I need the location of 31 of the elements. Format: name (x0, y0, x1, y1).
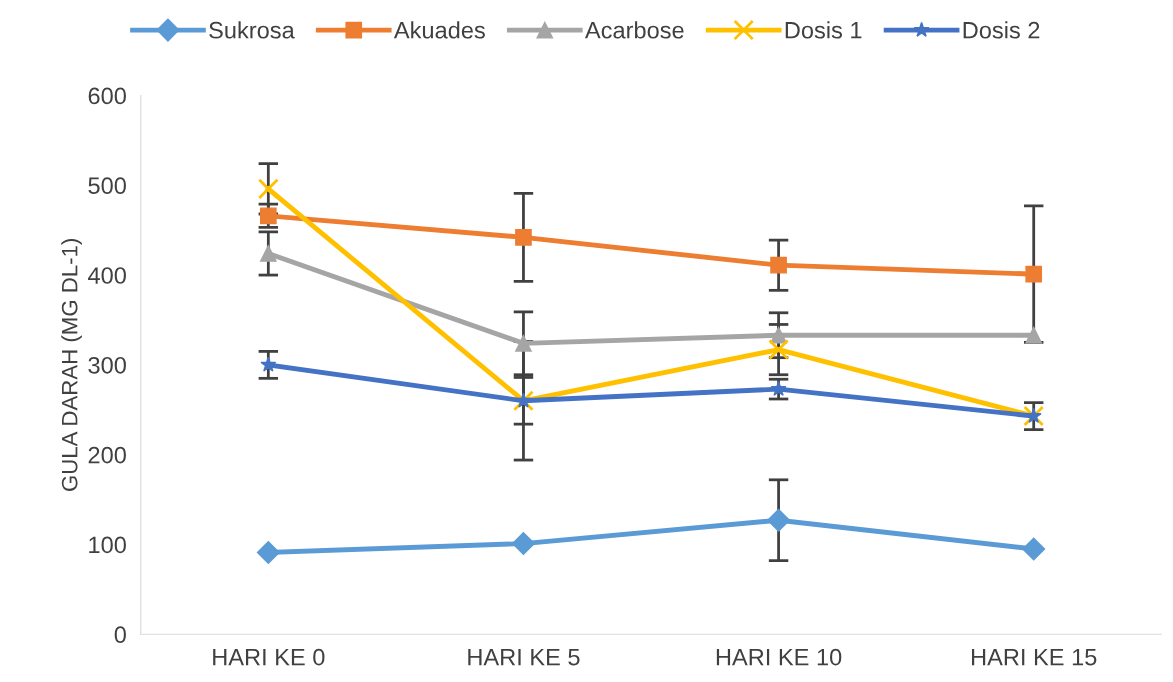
x-tick-label: HARI KE 15 (972, 649, 1097, 666)
x-tick-label: HARI KE 10 (716, 648, 842, 666)
y-tick-label: 200 (88, 446, 126, 464)
y-tick-label: 600 (88, 87, 126, 105)
point (256, 541, 280, 565)
point (1025, 265, 1043, 283)
y-axis-title: GULA DARAH (MG DL-1) (61, 239, 82, 491)
point (511, 532, 535, 556)
point (767, 508, 791, 532)
point (260, 356, 277, 372)
legend-label: Dosis 2 (963, 21, 1040, 39)
legend-label: Acarbose (584, 21, 684, 39)
x-tick-label: HARI KE 0 (213, 648, 325, 666)
point (770, 326, 787, 344)
legend-label: Akuades (393, 21, 485, 39)
y-tick-label: 400 (88, 267, 126, 284)
point (515, 334, 532, 352)
point (259, 245, 277, 262)
y-tick-label: 100 (89, 536, 126, 554)
legend-label: Dosis 1 (785, 21, 862, 39)
point (1022, 537, 1046, 561)
legend-label: Sukrosa (209, 21, 295, 39)
point (770, 256, 787, 274)
point (768, 339, 789, 361)
point (515, 229, 532, 246)
y-tick-label: 0 (114, 626, 126, 644)
y-tick-label: 500 (88, 177, 126, 195)
y-tick-label: 300 (88, 356, 126, 374)
x-tick-label: HARI KE 5 (468, 649, 580, 666)
point (257, 178, 279, 200)
point (1025, 326, 1043, 344)
